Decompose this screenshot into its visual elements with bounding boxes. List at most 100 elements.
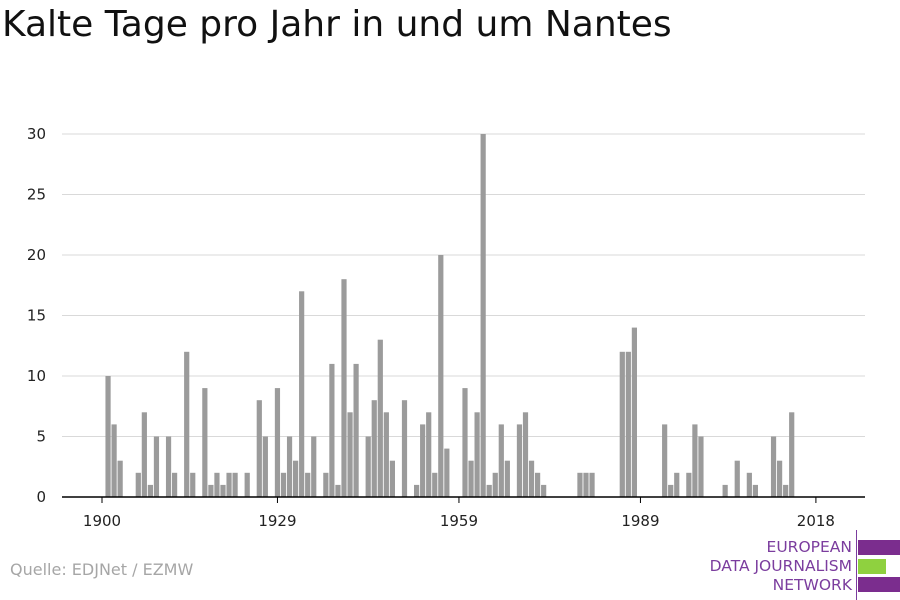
logo-line-2: DATA JOURNALISM	[709, 557, 852, 575]
bar-1945	[371, 400, 377, 497]
bar-1907	[141, 412, 147, 497]
bar-1930	[280, 472, 287, 497]
bar-1998	[692, 424, 698, 497]
y-tick-label: 10	[27, 367, 46, 385]
bar-1971	[528, 460, 535, 497]
bar-1911	[165, 436, 172, 497]
x-tick-labels: 1900 1929 1959 1989 2018	[83, 512, 835, 530]
bar-2014	[789, 412, 795, 497]
bar-1908	[147, 484, 153, 497]
bar-1966	[498, 424, 504, 497]
y-tick-label: 20	[27, 246, 46, 264]
logo-line-3: NETWORK	[772, 576, 852, 594]
bar-1902	[111, 424, 117, 497]
gridlines	[62, 133, 865, 437]
y-tick-labels: 0 5 10 15 20 25 30	[27, 125, 46, 506]
bar-1929	[274, 388, 281, 497]
edjnet-logo: EUROPEAN DATA JOURNALISM NETWORK	[700, 530, 900, 600]
bar-1956	[438, 255, 444, 497]
bar-1964	[486, 484, 492, 497]
bar-2008	[752, 484, 758, 497]
bar-1921	[226, 472, 232, 497]
bar-1970	[522, 412, 529, 497]
bar-1933	[299, 291, 305, 497]
bar-1954	[426, 412, 432, 497]
y-tick-label: 15	[27, 307, 46, 325]
logo-bar-purple-top	[858, 540, 900, 555]
logo-line-1: EUROPEAN	[766, 538, 852, 556]
x-tick-label: 1989	[621, 512, 659, 530]
bar-1963	[480, 134, 486, 497]
bar-2005	[734, 460, 740, 497]
bars	[105, 134, 795, 497]
bar-1931	[286, 436, 293, 497]
bar-1942	[353, 363, 359, 497]
bar-1969	[516, 424, 523, 497]
y-tick-label: 0	[36, 488, 46, 506]
bar-1961	[468, 460, 474, 497]
logo-bar-green	[858, 559, 886, 574]
bar-1919	[214, 472, 220, 497]
bar-1995	[674, 472, 680, 497]
bar-1979	[577, 472, 583, 497]
y-tick-label: 30	[27, 125, 46, 143]
logo-divider	[856, 530, 857, 600]
bar-2011	[770, 436, 777, 497]
bar-1918	[208, 484, 214, 497]
bar-2003	[722, 484, 728, 497]
bar-1957	[444, 448, 450, 497]
bar-1909	[153, 436, 160, 497]
bar-1901	[105, 376, 111, 497]
bar-1941	[347, 412, 353, 497]
bar-1972	[535, 472, 541, 497]
bar-1994	[668, 484, 674, 497]
x-tick-label: 1959	[440, 512, 478, 530]
bar-1924	[244, 472, 250, 497]
bar-1987	[625, 351, 631, 497]
bar-1962	[474, 412, 480, 497]
source-note: Quelle: EDJNet / EZMW	[10, 560, 194, 579]
chart-title: Kalte Tage pro Jahr in und um Nantes	[2, 4, 672, 45]
bar-1927	[262, 436, 268, 497]
bar-1926	[256, 400, 262, 497]
bar-1937	[323, 472, 329, 497]
bar-1981	[589, 472, 595, 497]
bar-2007	[746, 472, 752, 497]
bar-1988	[631, 327, 637, 497]
bar-1939	[335, 484, 341, 497]
bar-1946	[377, 339, 383, 497]
bar-1953	[420, 424, 426, 497]
bar-1947	[383, 412, 389, 497]
bar-1952	[414, 484, 420, 497]
bar-1912	[172, 472, 178, 497]
bar-1934	[305, 472, 311, 497]
bar-1997	[686, 472, 692, 497]
bar-1903	[117, 460, 123, 497]
bar-1960	[462, 388, 468, 497]
bar-1920	[220, 484, 226, 497]
y-tick-label: 5	[36, 428, 46, 446]
bar-2013	[783, 484, 789, 497]
bar-1935	[311, 436, 317, 497]
bar-1973	[541, 484, 547, 497]
bar-1999	[698, 436, 704, 497]
x-tick-label: 1900	[83, 512, 121, 530]
bar-1986	[619, 351, 625, 497]
y-tick-label: 25	[27, 186, 46, 204]
bar-1917	[202, 388, 208, 497]
x-tick-label: 2018	[797, 512, 835, 530]
bar-1932	[293, 460, 299, 497]
bar-1980	[583, 472, 589, 497]
x-axis	[62, 496, 865, 503]
bar-1967	[504, 460, 510, 497]
bar-1938	[329, 363, 335, 497]
bar-1944	[365, 436, 371, 497]
logo-bar-purple-bottom	[858, 577, 900, 592]
bar-1940	[341, 279, 347, 497]
bar-1950	[401, 400, 408, 497]
bar-2012	[777, 460, 783, 497]
bar-1915	[190, 472, 196, 497]
bar-1965	[492, 472, 498, 497]
bar-1993	[662, 424, 668, 497]
